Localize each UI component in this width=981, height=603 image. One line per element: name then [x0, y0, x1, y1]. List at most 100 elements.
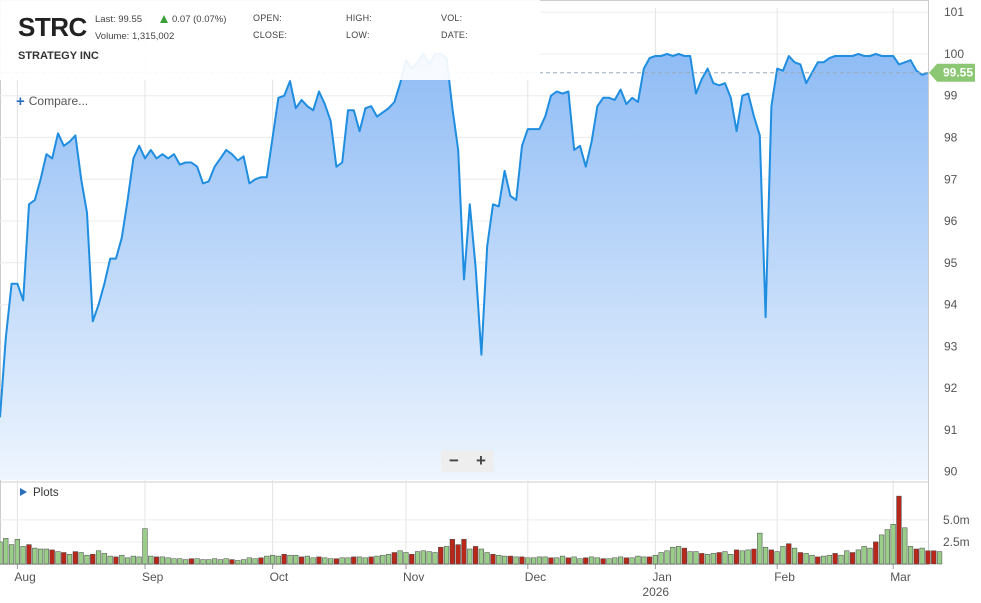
x-tick-label: Oct	[270, 570, 289, 584]
volume-bar	[890, 524, 896, 565]
volume-bar	[519, 556, 525, 565]
x-tick-label: Jan	[652, 570, 671, 584]
volume-bar	[768, 549, 774, 565]
volume-bar	[20, 546, 26, 565]
zoom-in-button[interactable]: +	[476, 451, 486, 470]
volume-bar	[455, 544, 461, 565]
volume-bar	[78, 552, 84, 565]
volume-bar	[484, 552, 490, 565]
y-tick-label: 90	[944, 465, 958, 479]
volume-bar	[867, 547, 873, 565]
volume-bar	[327, 558, 334, 565]
volume-bar	[861, 546, 867, 565]
volume-bar	[681, 547, 687, 565]
volume-bar	[293, 554, 299, 565]
volume-tick-label: 5.0m	[943, 513, 970, 527]
y-tick-label: 97	[944, 172, 958, 186]
volume-bar	[797, 552, 803, 565]
volume-bar	[757, 532, 763, 565]
volume-bar	[142, 528, 148, 565]
volume-bar	[583, 557, 589, 565]
volume-bar	[368, 556, 374, 565]
volume-bar	[710, 553, 716, 565]
volume-bar	[530, 557, 537, 565]
high-label: HIGH:	[346, 13, 373, 23]
volume-bar	[136, 556, 142, 565]
volume-bar	[745, 549, 751, 565]
volume-bar	[119, 554, 125, 565]
y-tick-label: 99	[944, 89, 958, 103]
volume-bar	[936, 551, 943, 565]
volume-bar	[153, 556, 160, 565]
volume-bar	[606, 558, 612, 565]
volume-bar	[490, 554, 496, 565]
volume-bar	[177, 558, 183, 565]
volume-tick-label: 2.5m	[943, 535, 970, 549]
price-area	[0, 53, 928, 481]
volume-bar	[130, 555, 136, 565]
volume-bar	[612, 557, 618, 565]
volume-bar	[229, 559, 235, 565]
volume-bar	[525, 557, 531, 565]
volume-bar	[884, 529, 890, 565]
volume-bar	[438, 546, 444, 565]
volume-bar	[374, 555, 380, 565]
volume-bar	[844, 550, 850, 565]
zoom-out-button[interactable]: −	[449, 451, 459, 470]
last-price-badge-text: 99.55	[943, 66, 973, 80]
volume-bar	[414, 551, 421, 565]
volume-bar	[269, 554, 276, 565]
volume-bar	[171, 558, 177, 565]
ticker-symbol: STRC	[18, 12, 87, 42]
volume-bar	[159, 556, 165, 565]
quote-header: STRC Last: 99.55 0.07 (0.07%) Volume: 1,…	[0, 0, 540, 80]
volume-bar	[496, 554, 502, 565]
volume-bar	[95, 550, 102, 565]
volume-bar	[664, 550, 670, 565]
volume-bar	[913, 548, 919, 565]
volume-bar	[200, 559, 206, 565]
up-arrow-icon	[160, 15, 168, 23]
volume-bar	[478, 548, 484, 565]
y-tick-label: 92	[944, 381, 958, 395]
volume-bar	[774, 551, 780, 565]
price-change: 0.07 (0.07%)	[160, 14, 226, 25]
volume-bar	[345, 557, 351, 565]
volume-bar	[472, 546, 479, 565]
volume-bar	[542, 556, 548, 565]
volume-bar	[577, 558, 583, 565]
volume-bar	[304, 555, 310, 565]
volume-bar	[362, 557, 368, 565]
vol-label: VOL:	[441, 13, 463, 23]
y-tick-label: 101	[944, 5, 964, 19]
volume-bar	[3, 538, 9, 565]
volume-bar	[443, 546, 450, 565]
volume-bar	[148, 555, 154, 565]
volume-bar	[385, 554, 392, 565]
volume-bar	[467, 548, 473, 565]
volume-bar	[919, 547, 925, 565]
volume-bar	[501, 555, 508, 565]
volume-bar	[235, 560, 241, 565]
volume-bar	[780, 546, 786, 565]
compare-button[interactable]: + Compare...	[16, 93, 88, 110]
volume-bar	[820, 555, 827, 565]
volume-bar	[600, 558, 606, 565]
volume-bar	[762, 546, 769, 565]
company-name: STRATEGY INC	[18, 50, 99, 62]
volume-bar	[687, 551, 693, 565]
volume-bar	[722, 551, 728, 565]
volume-bar	[675, 546, 682, 565]
plots-toggle[interactable]: Plots	[20, 487, 59, 499]
volume-bar	[699, 553, 705, 565]
volume-bar	[896, 495, 902, 565]
volume-bar	[513, 556, 519, 565]
volume-bar	[275, 555, 281, 565]
volume-bar	[878, 534, 885, 565]
year-label: 2026	[642, 585, 669, 599]
volume-bar	[803, 553, 809, 565]
x-tick-label: Nov	[403, 570, 424, 584]
volume-bar	[832, 553, 838, 565]
volume-bar	[211, 558, 218, 565]
